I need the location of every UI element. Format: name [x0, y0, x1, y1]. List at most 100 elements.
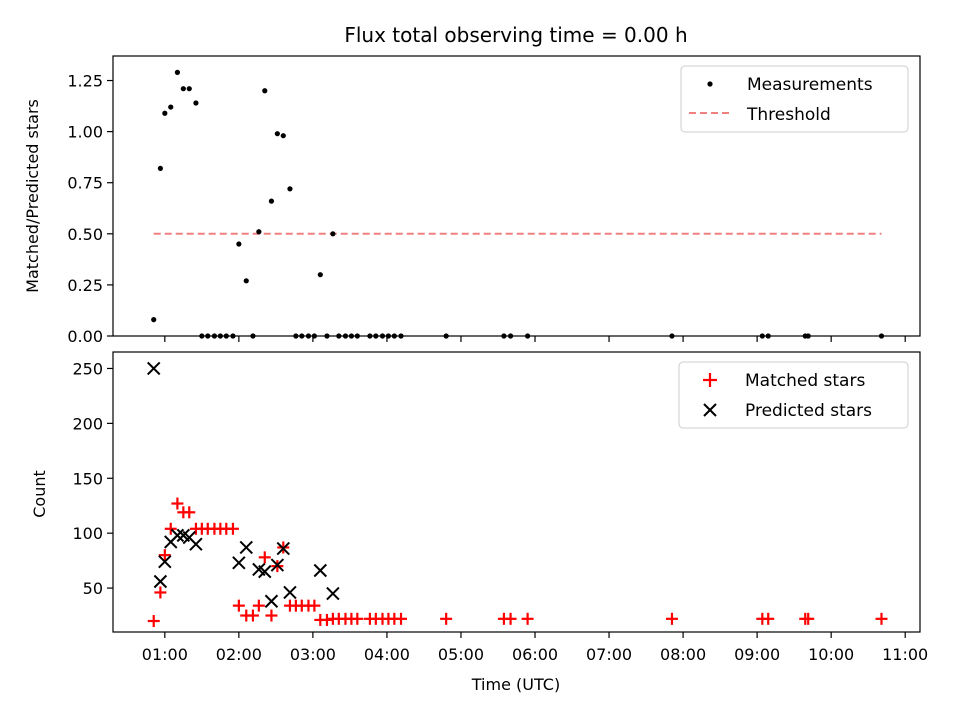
- measurement-point: [507, 333, 514, 339]
- top-ytick-label: 0.25: [67, 276, 103, 295]
- matched-star-point: [351, 612, 364, 625]
- measurement-point: [765, 333, 771, 339]
- measurement-point: [525, 333, 531, 339]
- measurement-point: [336, 333, 342, 339]
- measurement-point: [391, 333, 397, 339]
- predicted-star-point: [270, 558, 285, 572]
- measurement-point: [379, 333, 386, 339]
- matched-star-point: [395, 612, 408, 625]
- legend-threshold-label: Threshold: [746, 105, 831, 125]
- matched-star-point: [665, 612, 678, 625]
- matched-star-point: [226, 522, 239, 535]
- x-axis-label: Time (UTC): [471, 675, 560, 694]
- bottom-x-axis: 01:00 02:00 03:00 04:00 05:00 06:00 07:00 08:00…: [142, 632, 928, 664]
- top-ytick-label: 1.00: [67, 123, 103, 142]
- predicted-star-point: [153, 574, 168, 589]
- legend-matched-label: Matched stars: [745, 371, 865, 391]
- measurement-point: [348, 333, 354, 339]
- matched-star-point: [252, 599, 265, 612]
- measurement-point: [324, 333, 330, 339]
- predicted-star-point: [258, 564, 272, 579]
- matched-star-point: [504, 612, 517, 625]
- measurement-point: [199, 333, 205, 339]
- matched-star-point: [308, 599, 321, 612]
- legend-measurements-label: Measurements: [747, 75, 873, 95]
- top-panel: 0.00 0.25 0.50 0.75 1.00 1.25 Matched/Predict…: [23, 55, 921, 346]
- measurement-point: [398, 333, 404, 339]
- matched-star-point: [164, 522, 177, 535]
- bottom-xtick-label: 02:00: [216, 645, 262, 664]
- matched-star-point: [171, 497, 184, 510]
- matched-star-point: [158, 549, 171, 562]
- measurement-point: [317, 272, 323, 278]
- top-y-axis-label: Matched/Predicted stars: [23, 99, 42, 293]
- measurement-point: [268, 198, 275, 204]
- matched-star-point: [147, 615, 160, 628]
- bottom-series-layer: [147, 361, 888, 628]
- measurement-point: [342, 333, 349, 339]
- measurement-point: [157, 165, 163, 172]
- bottom-legend-box: [678, 361, 909, 429]
- predicted-star-point: [158, 555, 172, 569]
- measurement-point: [805, 333, 811, 339]
- measurement-point: [287, 186, 293, 192]
- matched-star-point: [802, 612, 815, 625]
- top-y-axis: 0.00 0.25 0.50 0.75 1.00 1.25: [67, 72, 113, 346]
- measurement-point: [168, 104, 174, 110]
- measurement-point: [180, 86, 186, 92]
- bottom-xtick-label: 11:00: [882, 645, 928, 664]
- measurement-point: [193, 100, 199, 106]
- bottom-panel: 50 100 150 200 250 01:00 02:00 03:00 04:00 05:00…: [30, 351, 928, 694]
- measurement-point: [759, 333, 765, 339]
- bottom-y-axis-label: Count: [30, 470, 49, 518]
- measurement-point: [256, 229, 262, 235]
- measurement-point: [230, 333, 236, 339]
- matched-star-point: [246, 609, 259, 622]
- bottom-ytick-label: 200: [72, 414, 103, 433]
- measurement-point: [217, 333, 223, 339]
- measurement-point: [186, 86, 192, 92]
- bottom-xtick-label: 03:00: [290, 645, 336, 664]
- measurement-point: [205, 333, 211, 339]
- matched-star-point: [232, 599, 245, 612]
- matched-star-point: [154, 586, 167, 599]
- measurement-point: [501, 333, 507, 339]
- measurement-point: [211, 333, 218, 339]
- legend-measurements-marker: [707, 81, 713, 87]
- legend-matched-marker: [703, 373, 717, 387]
- bottom-y-axis: 50 100 150 200 250: [72, 359, 113, 598]
- chart-title: Flux total observing time = 0.00 h: [344, 23, 687, 47]
- predicted-star-point: [170, 528, 185, 543]
- legend-predicted-label: Predicted stars: [745, 401, 872, 421]
- measurement-point: [669, 333, 675, 339]
- measurement-point: [274, 131, 280, 137]
- matched-star-point: [521, 612, 534, 625]
- measurement-point: [299, 333, 305, 339]
- measurement-point: [151, 317, 157, 323]
- bottom-xtick-label: 10:00: [808, 645, 854, 664]
- measurement-point: [443, 333, 449, 339]
- measurement-point: [262, 88, 268, 94]
- top-ytick-label: 1.25: [67, 72, 103, 91]
- matched-star-point: [258, 551, 271, 564]
- bottom-xtick-label: 06:00: [512, 645, 558, 664]
- bottom-ytick-label: 50: [83, 579, 103, 598]
- predicted-star-point: [147, 361, 161, 376]
- matched-star-point: [265, 609, 278, 622]
- measurement-point: [174, 69, 181, 75]
- measurement-point: [162, 110, 168, 116]
- measurement-point: [223, 333, 229, 339]
- measurement-point: [354, 333, 360, 339]
- predicted-star-point: [264, 594, 279, 608]
- top-ytick-label: 0.75: [67, 174, 103, 193]
- bottom-xtick-label: 08:00: [660, 645, 706, 664]
- measurement-point: [385, 333, 392, 339]
- predicted-star-point: [276, 541, 290, 556]
- measurement-point: [236, 241, 242, 247]
- matched-star-point: [183, 506, 196, 519]
- top-legend: Measurements Threshold: [680, 65, 909, 133]
- top-plot-frame: [112, 55, 921, 337]
- bottom-ytick-label: 250: [72, 359, 103, 378]
- bottom-ytick-label: 100: [72, 524, 103, 543]
